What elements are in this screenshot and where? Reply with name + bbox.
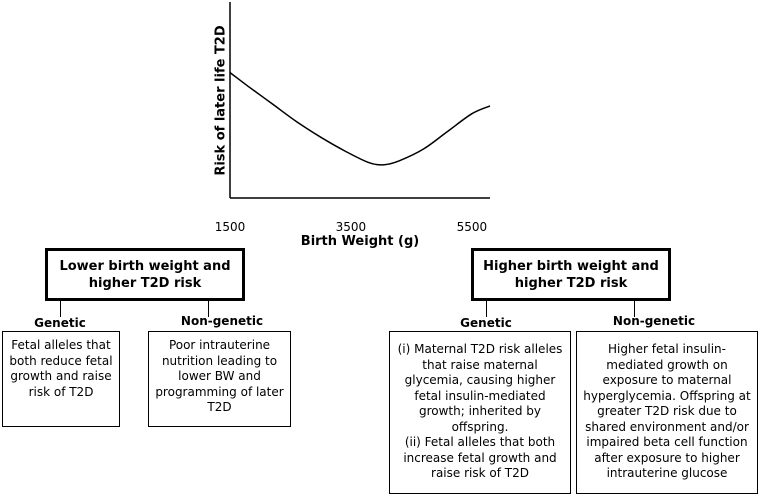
left-genetic-text: Fetal alleles that both reduce fetal gro… <box>9 338 113 399</box>
right-genetic-text-1: (i) Maternal T2D risk alleles that raise… <box>397 342 563 434</box>
x-tick-label: 3500 <box>335 220 367 234</box>
x-tick-label: 5500 <box>456 220 488 234</box>
right-nongenetic-text: Higher fetal insulin-mediated growth on … <box>583 342 751 480</box>
x-axis-label: Birth Weight (g) <box>300 234 420 249</box>
right-nongenetic-box: Higher fetal insulin-mediated growth on … <box>576 331 758 494</box>
risk-curve <box>229 71 491 166</box>
lower-bw-header-text: Lower birth weight and higher T2D risk <box>59 258 231 291</box>
left-genetic-connector <box>60 301 61 317</box>
right-nongenetic-label: Non-genetic <box>612 314 696 328</box>
left-genetic-label: Genetic <box>34 316 86 330</box>
right-genetic-text-2: (ii) Fetal alleles that both increase fe… <box>403 435 557 480</box>
x-tick-label: 1500 <box>214 220 246 234</box>
right-genetic-label: Genetic <box>460 316 512 330</box>
higher-bw-header: Higher birth weight and higher T2D risk <box>471 248 671 301</box>
birth-weight-risk-plot: Risk of later life T2D 1500 3500 5500 Birt… <box>196 0 491 249</box>
plot-svg <box>229 2 491 199</box>
right-nongenetic-connector <box>634 301 635 317</box>
left-nongenetic-connector <box>208 301 209 317</box>
left-nongenetic-label: Non-genetic <box>180 314 264 328</box>
right-genetic-connector <box>486 301 487 317</box>
y-axis-label: Risk of later life T2D <box>213 24 229 176</box>
left-genetic-box: Fetal alleles that both reduce fetal gro… <box>2 331 120 427</box>
right-genetic-box: (i) Maternal T2D risk alleles that raise… <box>389 331 571 494</box>
lower-bw-header: Lower birth weight and higher T2D risk <box>45 248 245 301</box>
left-nongenetic-text: Poor intrauterine nutrition leading to l… <box>155 338 284 414</box>
higher-bw-header-text: Higher birth weight and higher T2D risk <box>483 258 659 291</box>
y-axis-label-wrap: Risk of later life T2D <box>196 0 246 200</box>
left-nongenetic-box: Poor intrauterine nutrition leading to l… <box>148 331 291 427</box>
